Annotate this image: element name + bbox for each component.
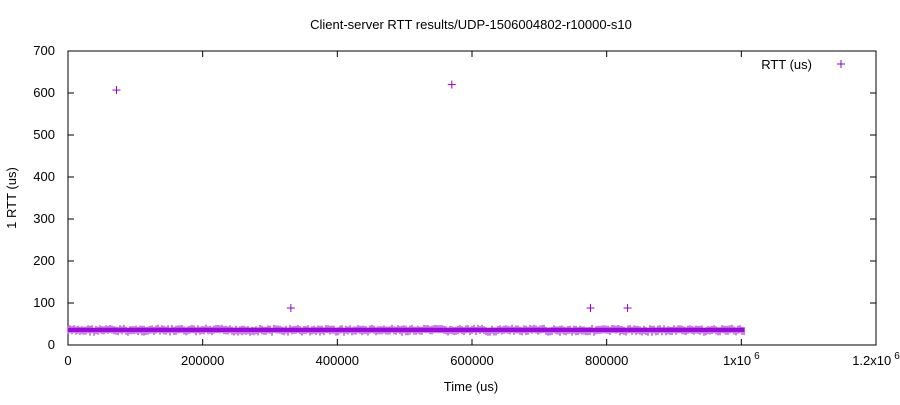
y-axis: 0 100 200 300 400 500 600 700 bbox=[33, 43, 876, 352]
x-tick-label-base: 400000 bbox=[316, 353, 359, 368]
rtt-data-point bbox=[112, 86, 121, 95]
y-tick-label: 600 bbox=[33, 85, 55, 100]
legend: RTT (us) bbox=[761, 57, 845, 72]
rtt-data-point bbox=[447, 80, 456, 89]
x-tick-label-base: 600000 bbox=[450, 353, 493, 368]
x-tick-label-base: 1x10 bbox=[723, 353, 751, 368]
y-tick-label: 700 bbox=[33, 43, 55, 58]
y-tick-label: 500 bbox=[33, 127, 55, 142]
legend-plus-marker bbox=[837, 60, 845, 68]
x-tick-label: 800000 bbox=[585, 353, 628, 368]
x-tick-label-base: 0 bbox=[64, 353, 71, 368]
rtt-baseline-band bbox=[67, 324, 745, 336]
x-tick-label: 1.2x10 6 bbox=[852, 351, 900, 368]
chart-title: Client-server RTT results/UDP-1506004802… bbox=[310, 17, 632, 32]
x-tick-label: 0 bbox=[64, 353, 71, 368]
x-axis-label: Time (us) bbox=[444, 379, 498, 394]
x-tick-label: 600000 bbox=[450, 353, 493, 368]
rtt-baseline-samples bbox=[67, 324, 745, 336]
plot-area bbox=[67, 50, 877, 346]
x-axis: 0 200000 400000 600000 800000 1x10 6 1.2x10 6 bbox=[64, 51, 900, 368]
x-tick-label: 400000 bbox=[316, 353, 359, 368]
legend-marker bbox=[837, 60, 845, 68]
x-tick-label-base: 200000 bbox=[181, 353, 224, 368]
x-tick-label: 1x10 6 bbox=[723, 351, 760, 368]
rtt-data-point bbox=[586, 304, 595, 313]
y-tick-label: 400 bbox=[33, 169, 55, 184]
rtt-series bbox=[112, 80, 632, 313]
rtt-data-point bbox=[623, 304, 632, 313]
x-tick-label-base: 800000 bbox=[585, 353, 628, 368]
y-tick-label: 300 bbox=[33, 211, 55, 226]
x-tick-exponent: 6 bbox=[754, 351, 760, 362]
legend-label: RTT (us) bbox=[761, 57, 812, 72]
plot-border bbox=[67, 50, 877, 346]
y-axis-label: 1 RTT (us) bbox=[4, 167, 19, 229]
y-tick-label: 0 bbox=[48, 337, 55, 352]
rtt-data-point bbox=[286, 304, 295, 313]
x-tick-exponent: 6 bbox=[894, 351, 900, 362]
x-tick-label-base: 1.2x10 bbox=[852, 353, 891, 368]
y-tick-label: 200 bbox=[33, 253, 55, 268]
y-tick-label: 100 bbox=[33, 295, 55, 310]
x-tick-label: 200000 bbox=[181, 353, 224, 368]
